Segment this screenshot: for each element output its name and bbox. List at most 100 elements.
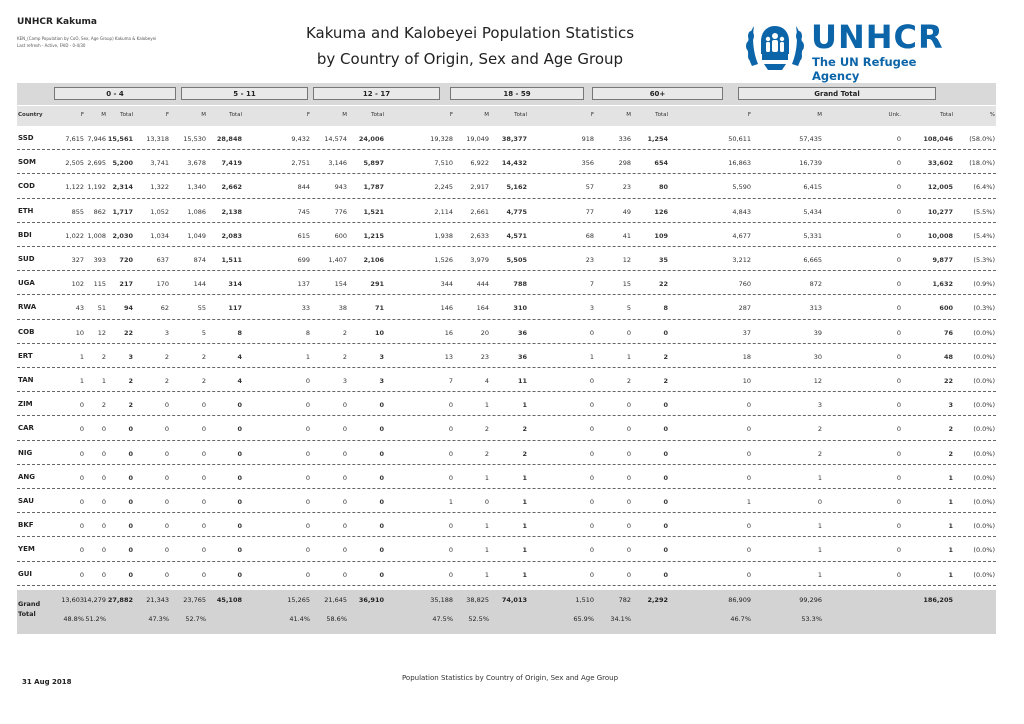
table-cell: 0 (817, 498, 822, 506)
table-cell: 10,008 (927, 231, 953, 240)
report-subtitle-line2: Last refresh - Active, FAID - 0-4/30 (17, 43, 86, 48)
country-code: SUD (18, 255, 35, 263)
table-row: COD 1,122 1,192 2,314 1,322 1,340 2,662 844 943 1… (17, 174, 996, 199)
logo-wordmark: UNHCR (811, 18, 944, 56)
grand-total-label-2: Total (18, 610, 36, 618)
report-subtitle: KEN_(Camp Population by CoO, Sex, Age Gr… (17, 35, 156, 49)
table-cell: 2 (948, 425, 953, 434)
table-row: ERT 1 2 3 2 2 4 1 2 3 13 23 36 1 1 2 18 30 0 48 (0.0%) (17, 344, 996, 368)
table-cell: 0 (626, 522, 631, 531)
table-cell: 2,751 (291, 159, 310, 168)
table-cell: 0 (448, 449, 453, 458)
column-header-m: M (101, 112, 106, 118)
table-cell: 36 (517, 352, 527, 361)
unhcr-emblem-icon (746, 26, 804, 70)
table-cell: 0 (128, 425, 133, 434)
table-cell: 600 (939, 304, 953, 313)
table-cell: 637 (156, 256, 169, 264)
table-cell: 2 (201, 352, 206, 361)
table-cell: 144 (193, 280, 206, 289)
table-cell: 0 (101, 522, 106, 531)
table-cell: 855 (71, 207, 84, 216)
column-header-f: F (590, 112, 594, 118)
table-cell: 0 (101, 473, 106, 482)
column-header-f: F (80, 112, 84, 118)
grand-total-percent: 51.2% (85, 615, 106, 623)
table-cell: 117 (228, 304, 242, 313)
table-cell: 0 (201, 546, 206, 555)
table-cell: 0 (896, 328, 901, 337)
table-cell: 2 (663, 377, 668, 385)
table-cell: 0 (164, 401, 169, 410)
table-cell: 0 (101, 425, 106, 434)
table-cell: 154 (334, 280, 347, 289)
table-cell: 0 (237, 522, 242, 531)
column-header-m: M (626, 112, 631, 118)
table-cell: 8 (237, 328, 242, 337)
report-subtitle-line1: KEN_(Camp Population by CoO, Sex, Age Gr… (17, 36, 157, 41)
table-cell: 0 (746, 425, 751, 434)
table-cell: 1,122 (65, 183, 84, 192)
table-cell: 7,615 (65, 135, 84, 143)
column-header-total: Total (371, 112, 384, 118)
table-cell: 33 (301, 304, 310, 313)
table-cell: 0 (448, 425, 453, 434)
table-cell: 0 (164, 425, 169, 434)
table-cell: 2 (948, 449, 953, 458)
table-cell: 0 (589, 473, 594, 482)
table-cell: 1,787 (363, 183, 384, 192)
table-cell: 10 (742, 377, 751, 385)
table-cell: 844 (297, 183, 310, 192)
table-cell: 2,030 (112, 231, 133, 240)
table-cell: 0 (79, 401, 84, 410)
table-cell: 0 (342, 425, 347, 434)
table-cell: 0 (663, 522, 668, 531)
table-cell: (0.0%) (973, 401, 995, 410)
table-cell: 146 (440, 304, 453, 313)
table-cell: 1 (79, 352, 84, 361)
table-cell: 0 (448, 522, 453, 531)
table-cell: 1,034 (150, 231, 169, 240)
table-cell: 33,602 (927, 159, 953, 168)
table-cell: 0 (342, 570, 347, 579)
table-cell: 0 (305, 377, 310, 385)
grand-total-value: 13,603 (61, 596, 84, 604)
table-cell: 2 (128, 377, 133, 385)
table-cell: 2 (342, 352, 347, 361)
table-cell: 2,917 (470, 183, 489, 192)
table-cell: 11 (517, 377, 527, 385)
table-cell: 1 (484, 473, 489, 482)
table-cell: 0 (626, 328, 631, 337)
table-cell: 9,432 (291, 135, 310, 143)
column-header-m: M (484, 112, 489, 118)
table-cell: 80 (658, 183, 668, 192)
table-cell: (58.0%) (969, 135, 995, 143)
table-cell: 18 (742, 352, 751, 361)
table-cell: 20 (480, 328, 489, 337)
table-cell: 102 (71, 280, 84, 289)
table-cell: 12 (622, 256, 631, 264)
table-cell: 4 (484, 377, 489, 385)
grand-total-percent: 65.9% (573, 615, 594, 623)
table-cell: 0 (379, 570, 384, 579)
table-cell: 2 (342, 328, 347, 337)
table-cell: 0 (663, 570, 668, 579)
table-cell: 50,611 (728, 135, 751, 143)
table-cell: 0 (896, 401, 901, 410)
table-cell: 2 (663, 352, 668, 361)
table-cell: 1,340 (187, 183, 206, 192)
table-cell: 2,662 (221, 183, 242, 192)
column-header-f: F (747, 112, 751, 118)
table-cell: 0 (237, 546, 242, 555)
table-cell: 0 (896, 377, 901, 385)
table-cell: 1 (948, 522, 953, 531)
table-cell: 2,083 (221, 231, 242, 240)
table-cell: 5,331 (803, 231, 822, 240)
table-cell: 3 (589, 304, 594, 313)
table-cell: 872 (809, 280, 822, 289)
country-code: ETH (18, 206, 34, 215)
table-cell: 1 (746, 498, 751, 506)
table-cell: 393 (93, 256, 106, 264)
table-cell: 0 (589, 546, 594, 555)
table-cell: 0 (128, 546, 133, 555)
